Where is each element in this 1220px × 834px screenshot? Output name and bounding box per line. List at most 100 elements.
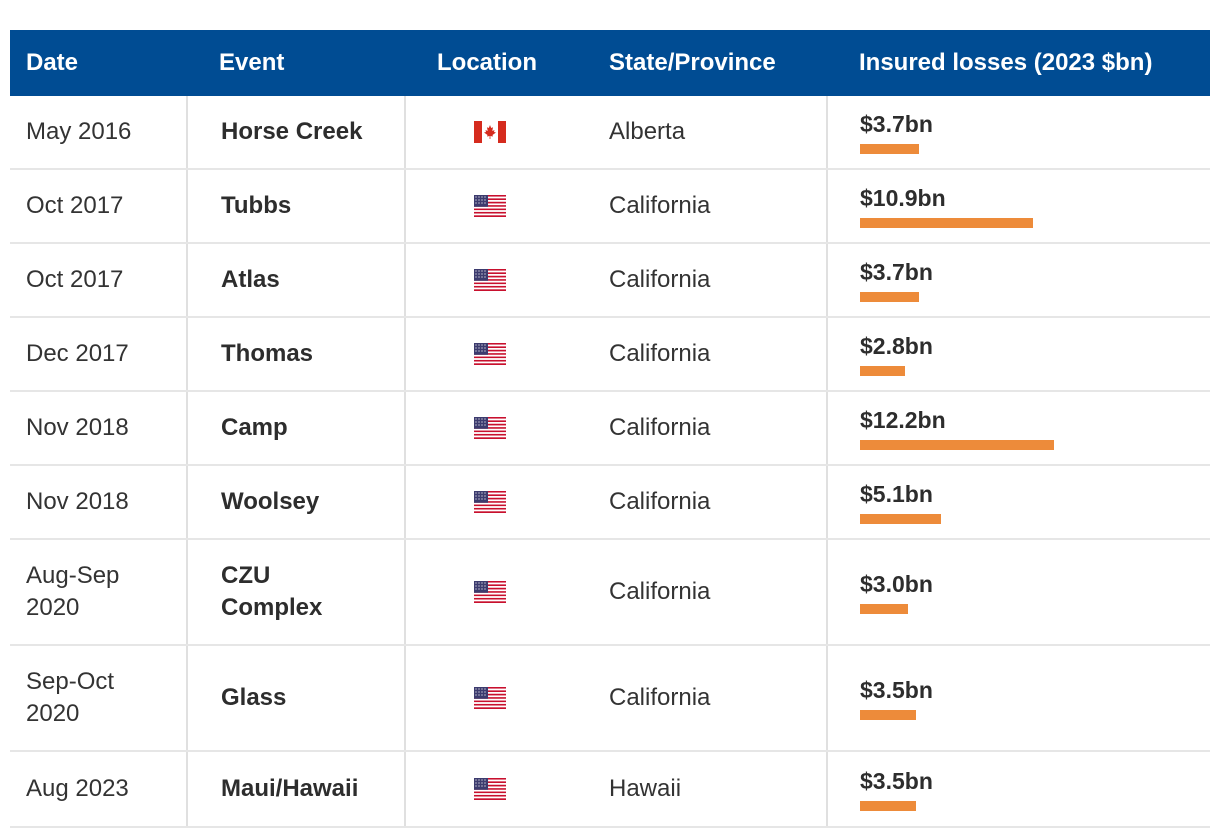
column-divider bbox=[186, 170, 188, 242]
loss-value-label: $10.9bn bbox=[860, 184, 946, 211]
event-text: Camp bbox=[221, 414, 288, 441]
loss-value-label: $5.1bn bbox=[860, 480, 933, 507]
column-divider bbox=[404, 540, 406, 644]
event-cell: Camp bbox=[188, 392, 404, 464]
event-text: Woolsey bbox=[221, 488, 320, 515]
column-divider bbox=[186, 96, 188, 168]
table-row: Dec 2017 Thomas California $2.8bn bbox=[10, 318, 1210, 392]
date-text: Oct 2017 bbox=[26, 192, 124, 219]
loss-cell: $5.1bn bbox=[828, 466, 1210, 538]
state-cell: California bbox=[609, 318, 819, 390]
us-flag-icon bbox=[474, 491, 506, 513]
canada-flag-icon bbox=[474, 121, 506, 143]
loss-bar bbox=[860, 217, 1033, 228]
event-cell: Maui/Hawaii bbox=[188, 752, 404, 826]
column-divider bbox=[826, 540, 828, 644]
state-cell: California bbox=[609, 646, 819, 750]
date-cell: Aug-Sep 2020 bbox=[10, 540, 186, 644]
loss-cell: $3.7bn bbox=[828, 244, 1210, 316]
event-text: Horse Creek bbox=[221, 118, 363, 145]
state-text: California bbox=[609, 192, 711, 219]
state-cell: California bbox=[609, 170, 819, 242]
date-text: Oct 2017 bbox=[26, 266, 124, 293]
loss-value-label: $3.5bn bbox=[860, 767, 933, 794]
event-text: Tubbs bbox=[221, 192, 292, 219]
column-divider bbox=[404, 392, 406, 464]
column-divider bbox=[404, 244, 406, 316]
date-text: Dec 2017 bbox=[26, 340, 129, 367]
loss-bar bbox=[860, 291, 919, 302]
loss-bar bbox=[860, 365, 905, 376]
header-state: State/Province bbox=[609, 49, 776, 76]
state-text: Hawaii bbox=[609, 775, 682, 802]
loss-value-label: $3.7bn bbox=[860, 110, 933, 137]
event-text: CZU Complex bbox=[221, 562, 323, 621]
table-header: Date Event Location State/Province Insur… bbox=[10, 30, 1210, 96]
event-text: Glass bbox=[221, 684, 287, 711]
date-cell: Sep-Oct 2020 bbox=[10, 646, 186, 750]
column-divider bbox=[186, 752, 188, 826]
column-divider bbox=[826, 96, 828, 168]
table-row: Nov 2018 Camp California $12.2bn bbox=[10, 392, 1210, 466]
column-divider bbox=[826, 244, 828, 316]
date-text: Aug-Sep 2020 bbox=[26, 562, 120, 621]
table-row: Oct 2017 Atlas California $3.7bn bbox=[10, 244, 1210, 318]
header-location: Location bbox=[437, 49, 537, 76]
loss-value-label: $3.0bn bbox=[860, 570, 933, 597]
column-divider bbox=[404, 466, 406, 538]
state-text: California bbox=[609, 266, 711, 293]
event-cell: Thomas bbox=[188, 318, 404, 390]
us-flag-icon bbox=[474, 269, 506, 291]
column-divider bbox=[826, 752, 828, 826]
event-cell: Horse Creek bbox=[188, 96, 404, 168]
header-date: Date bbox=[26, 49, 79, 76]
event-cell: Tubbs bbox=[188, 170, 404, 242]
column-divider bbox=[826, 170, 828, 242]
loss-cell: $3.7bn bbox=[828, 96, 1210, 168]
us-flag-icon bbox=[474, 778, 506, 800]
column-divider bbox=[404, 646, 406, 750]
date-cell: Oct 2017 bbox=[10, 244, 186, 316]
column-divider bbox=[186, 646, 188, 750]
loss-bar bbox=[860, 143, 919, 154]
table-row: Oct 2017 Tubbs California $10.9bn bbox=[10, 170, 1210, 244]
state-cell: California bbox=[609, 466, 819, 538]
date-cell: Oct 2017 bbox=[10, 170, 186, 242]
date-text: Aug 2023 bbox=[26, 775, 129, 802]
loss-cell: $12.2bn bbox=[828, 392, 1210, 464]
table-row: Aug-Sep 2020 CZU Complex California $3.0bn bbox=[10, 540, 1210, 646]
date-cell: Nov 2018 bbox=[10, 466, 186, 538]
header-event: Event bbox=[219, 49, 285, 76]
loss-bar bbox=[860, 709, 916, 720]
loss-bar bbox=[860, 603, 908, 614]
event-text: Maui/Hawaii bbox=[221, 775, 359, 802]
header-losses: Insured losses (2023 $bn) bbox=[859, 49, 1153, 76]
column-divider bbox=[186, 318, 188, 390]
loss-bar bbox=[860, 513, 941, 524]
date-cell: Nov 2018 bbox=[10, 392, 186, 464]
column-divider bbox=[826, 646, 828, 750]
table-row: Sep-Oct 2020 Glass California $3.5bn bbox=[10, 646, 1210, 752]
loss-value-label: $3.7bn bbox=[860, 258, 933, 285]
date-cell: Dec 2017 bbox=[10, 318, 186, 390]
table-body: May 2016 Horse Creek Alberta $3.7bn Oct 2017… bbox=[10, 96, 1210, 828]
loss-value-label: $3.5bn bbox=[860, 676, 933, 703]
state-cell: California bbox=[609, 244, 819, 316]
event-cell: CZU Complex bbox=[188, 540, 404, 644]
column-divider bbox=[404, 318, 406, 390]
loss-cell: $3.5bn bbox=[828, 646, 1210, 750]
us-flag-icon bbox=[474, 581, 506, 603]
state-cell: California bbox=[609, 540, 819, 644]
event-cell: Glass bbox=[188, 646, 404, 750]
table-row: Nov 2018 Woolsey California $5.1bn bbox=[10, 466, 1210, 540]
table-row: Aug 2023 Maui/Hawaii Hawaii $3.5bn bbox=[10, 752, 1210, 828]
loss-bar bbox=[860, 439, 1054, 450]
state-text: California bbox=[609, 684, 711, 711]
column-divider bbox=[186, 244, 188, 316]
loss-value-label: $12.2bn bbox=[860, 406, 946, 433]
column-divider bbox=[404, 170, 406, 242]
column-divider bbox=[404, 752, 406, 826]
event-cell: Woolsey bbox=[188, 466, 404, 538]
state-text: Alberta bbox=[609, 118, 686, 145]
state-text: California bbox=[609, 414, 711, 441]
